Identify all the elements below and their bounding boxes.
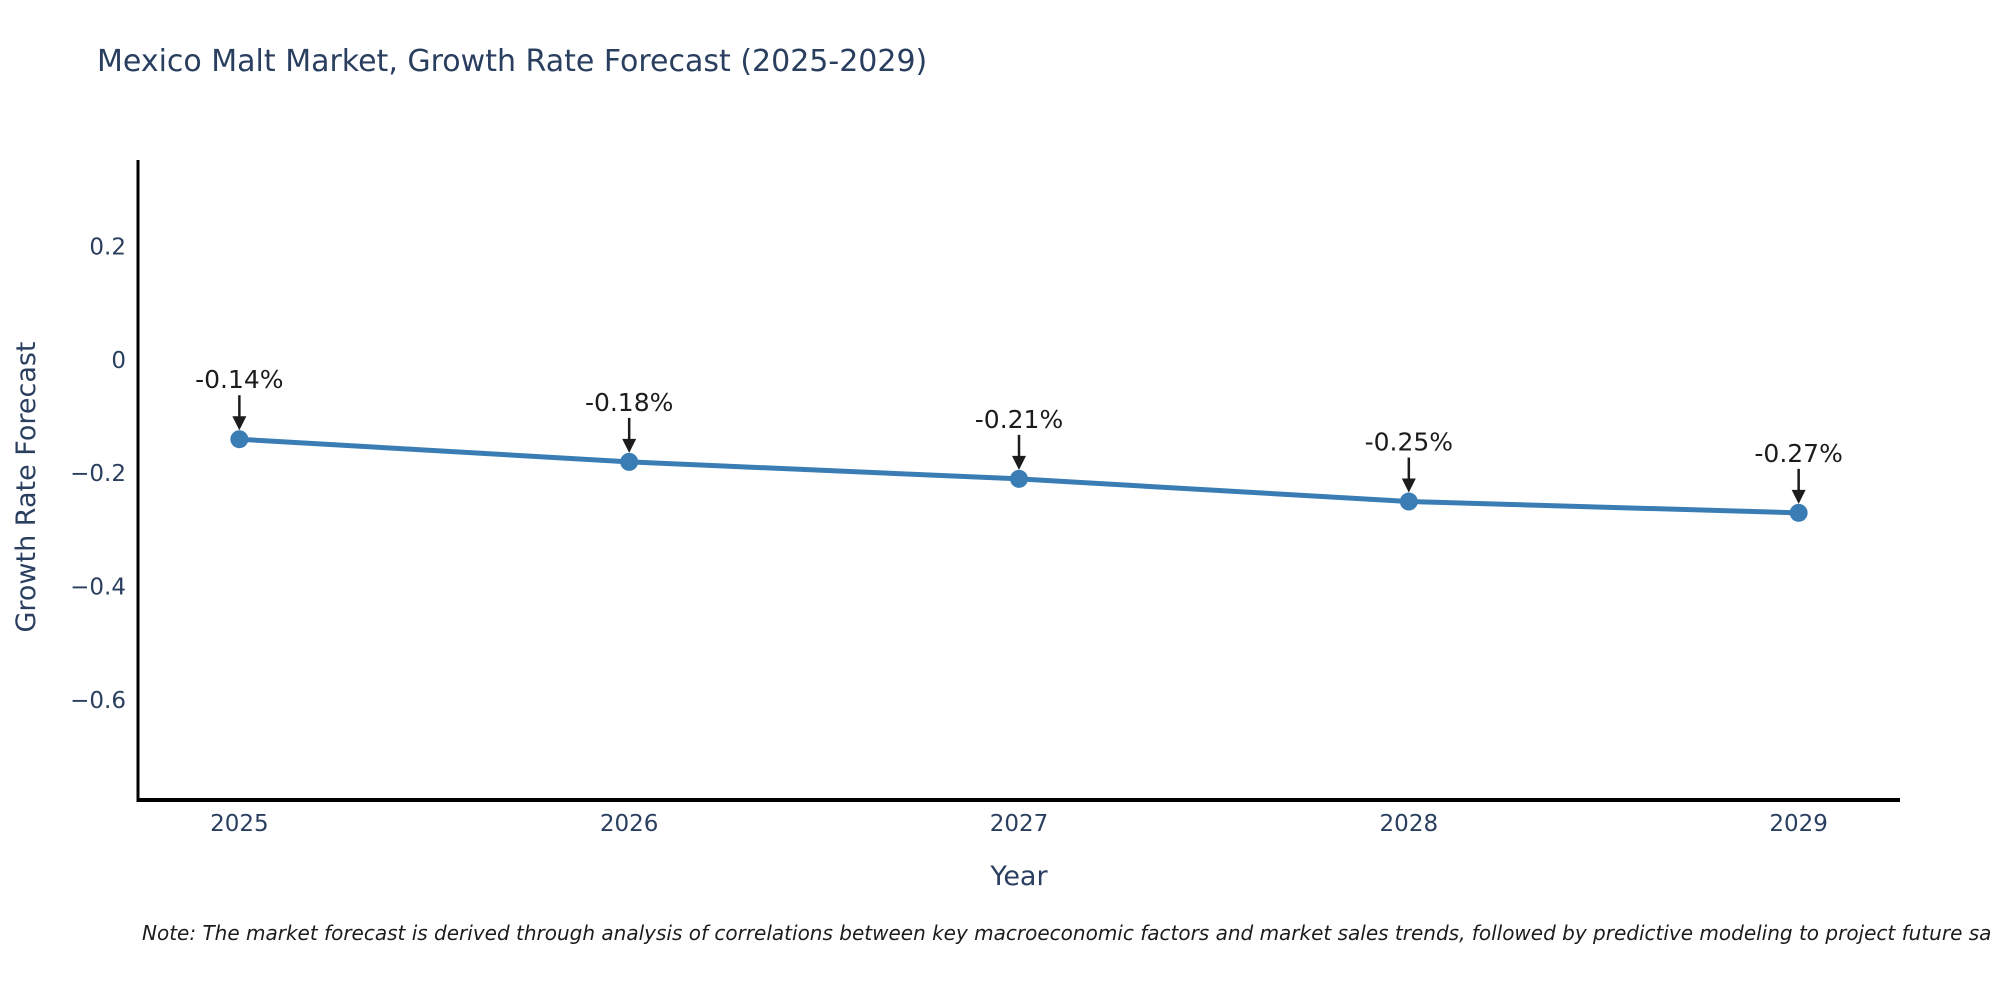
annotation-arrowhead — [1401, 478, 1416, 493]
y-tick-label: −0.2 — [70, 461, 126, 487]
data-point-marker — [1399, 492, 1418, 511]
annotation-arrowhead — [232, 416, 247, 431]
x-tick-label: 2026 — [600, 811, 659, 837]
y-axis-title: Growth Rate Forecast — [11, 341, 42, 633]
annotation-arrowhead — [1012, 455, 1026, 470]
point-annotation-label: -0.18% — [585, 388, 673, 417]
point-annotation-label: -0.27% — [1754, 439, 1842, 468]
point-annotation-label: -0.21% — [975, 405, 1063, 434]
y-tick-label: −0.4 — [70, 574, 126, 600]
chart-title: Mexico Malt Market, Growth Rate Forecast… — [97, 44, 928, 79]
x-tick-label: 2027 — [990, 811, 1049, 837]
x-tick-label: 2025 — [210, 811, 269, 837]
footnote: Note: The market forecast is derived thr… — [142, 921, 1992, 945]
data-point-marker — [620, 452, 639, 471]
x-tick-label: 2029 — [1769, 811, 1828, 837]
point-annotation-label: -0.14% — [195, 365, 283, 394]
y-tick-label: 0.2 — [89, 235, 126, 261]
y-tick-label: −0.6 — [70, 688, 126, 714]
x-tick-label: 2028 — [1380, 811, 1439, 837]
data-point-marker — [1010, 469, 1028, 488]
y-tick-label: 0 — [111, 348, 126, 374]
data-point-marker — [230, 430, 249, 449]
annotation-arrowhead — [1791, 489, 1806, 504]
point-annotation-label: -0.25% — [1365, 428, 1453, 457]
x-axis-title: Year — [990, 861, 1048, 892]
data-point-marker — [1789, 503, 1808, 522]
annotation-arrowhead — [622, 438, 637, 453]
